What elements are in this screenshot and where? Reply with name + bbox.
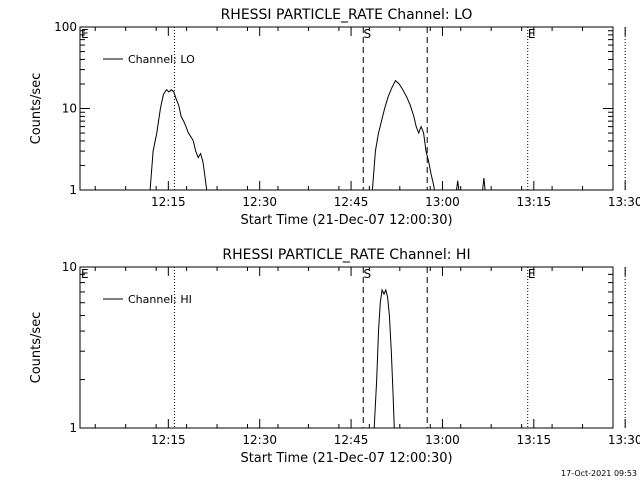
chart-panel-lo: RHESSI PARTICLE_RATE Channel: LO 1 10 100 12…: [29, 7, 640, 228]
data-series-line: [482, 178, 486, 191]
x-tick-label: 12:30: [242, 195, 277, 209]
x-tick-label: 12:15: [151, 195, 186, 209]
x-axis-label: Start Time (21-Dec-07 12:00:30): [240, 213, 452, 228]
chart-title: RHESSI PARTICLE_RATE Channel: LO: [221, 7, 473, 23]
marker-label: E: [528, 267, 536, 281]
y-tick-label: 10: [62, 260, 77, 274]
y-axis-label: Counts/sec: [29, 312, 44, 384]
x-tick-label: 13:00: [425, 433, 460, 447]
marker-label: E: [528, 27, 536, 41]
legend-label: Channel: HI: [128, 293, 192, 306]
data-series-line: [371, 79, 435, 191]
x-tick-label: 13:15: [517, 433, 552, 447]
marker-label: S: [363, 267, 371, 281]
plot-frame: [79, 266, 614, 429]
legend-label: Channel: LO: [128, 53, 195, 66]
y-tick-label: 1: [69, 421, 77, 435]
x-tick-label: 12:30: [242, 433, 277, 447]
x-tick-label: 13:30: [608, 195, 640, 209]
x-tick-label: 12:45: [334, 433, 369, 447]
y-tick-label: 1: [69, 183, 77, 197]
y-axis-label: Counts/sec: [29, 73, 44, 145]
marker-label: S: [363, 27, 371, 41]
y-tick-label: 10: [62, 102, 77, 116]
x-tick-label: 12:45: [334, 195, 369, 209]
corner-marker-label: E: [81, 267, 89, 281]
data-series-line: [149, 88, 208, 191]
x-tick-label: 12:15: [151, 433, 186, 447]
chart-title: RHESSI PARTICLE_RATE Channel: HI: [222, 247, 470, 263]
corner-marker-label: E: [81, 27, 89, 41]
x-axis-label: Start Time (21-Dec-07 12:00:30): [240, 451, 452, 466]
footer-timestamp: 17-Oct-2021 09:53: [561, 469, 637, 478]
y-tick-label: 100: [54, 20, 77, 34]
x-tick-label: 13:15: [517, 195, 552, 209]
chart-panel-hi: RHESSI PARTICLE_RATE Channel: HI 1 10 12:15…: [29, 247, 640, 466]
x-tick-label: 13:00: [425, 195, 460, 209]
data-series-line: [373, 288, 395, 429]
x-tick-label: 13:30: [608, 433, 640, 447]
data-series-line: [456, 180, 460, 191]
